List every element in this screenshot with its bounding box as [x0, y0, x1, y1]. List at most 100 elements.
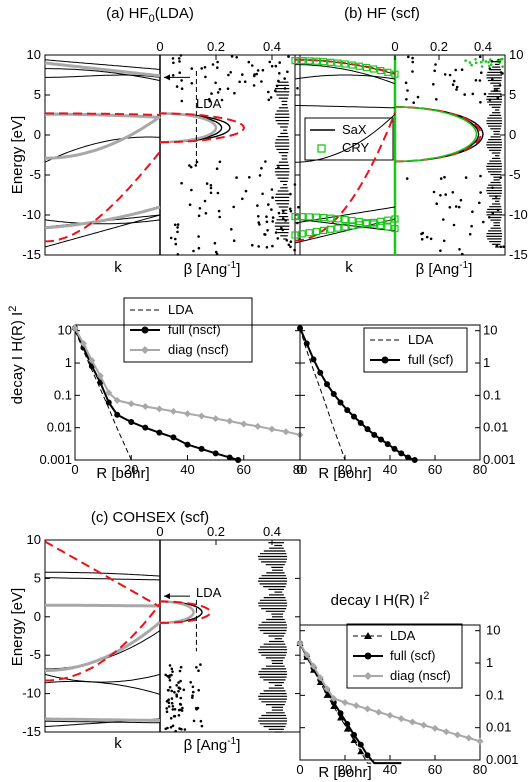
decay-point-a	[142, 424, 149, 431]
decay-point-c	[296, 640, 304, 648]
complex-dot-c	[168, 674, 172, 677]
band-gray-c	[44, 621, 161, 673]
complex-dot-b	[463, 93, 467, 96]
decay-ytick-label-c: 0.001	[486, 752, 519, 767]
cry-point-b	[291, 213, 299, 221]
ytick-label-r-b: 5	[509, 87, 516, 102]
decay-point-c	[386, 711, 394, 719]
k-label-a: k	[114, 259, 122, 276]
complex-dot-a	[197, 214, 201, 218]
complex-dot-a	[269, 96, 273, 99]
complex-dot-c	[177, 714, 181, 717]
band-line-c	[44, 720, 161, 724]
cry-point-b	[327, 214, 335, 222]
band-line-a	[45, 74, 161, 78]
complex-dot-a	[232, 205, 235, 209]
complex-dot-b	[480, 65, 484, 68]
complex-dot-a	[214, 81, 217, 85]
decay-point-c	[352, 702, 360, 710]
complex-dot-a	[203, 199, 207, 203]
band-frame-a	[44, 54, 301, 256]
complex-dot-a	[189, 165, 193, 169]
complex-dot-c	[179, 696, 183, 700]
decay-xtick-label-c: 40	[383, 762, 397, 777]
complex-loop-b	[394, 106, 484, 163]
complex-dot-b	[474, 61, 478, 65]
complex-dot-b	[479, 174, 482, 178]
decay-point-c	[375, 708, 383, 716]
decay-point-c	[344, 720, 351, 727]
decay-xtick-label-c: 20	[338, 762, 352, 777]
decay-point-b	[317, 369, 324, 376]
complex-dot-a	[270, 188, 274, 191]
ytick-label-c: 5	[34, 570, 41, 585]
complex-dot-a	[289, 192, 292, 196]
decay-point-c	[330, 699, 337, 706]
complex-dot-c	[164, 727, 168, 731]
beta-tick-label-b: 0.2	[430, 39, 448, 54]
complex-dot-a	[235, 176, 238, 179]
band-gray-a	[45, 115, 161, 160]
complex-dot-a	[188, 164, 191, 167]
complex-dot-a	[180, 99, 184, 103]
decay-point-c	[316, 674, 324, 682]
cry-point-b	[384, 68, 392, 76]
complex-dot-a	[209, 186, 213, 190]
complex-dot-a	[216, 66, 219, 69]
complex-dot-a	[235, 56, 238, 59]
complex-dot-a	[210, 92, 213, 95]
complex-dot-a	[172, 61, 175, 65]
complex-dot-a	[230, 55, 234, 58]
complex-dot-a	[174, 242, 178, 246]
decay-point-c	[465, 734, 473, 742]
complex-dot-a	[241, 197, 244, 201]
complex-dot-c	[165, 707, 168, 710]
complex-dot-b	[439, 249, 442, 252]
complex-dot-b	[442, 218, 445, 221]
complex-dot-c	[180, 727, 183, 731]
complex-dot-c	[179, 665, 183, 669]
cry-point-b	[327, 225, 335, 233]
complex-dot-b	[435, 202, 439, 205]
complex-dot-a	[250, 64, 254, 67]
decay-ytick-label-r-b: 0.01	[483, 420, 508, 435]
complex-dot-a	[200, 67, 203, 70]
decay-point-c	[341, 699, 349, 707]
decay-point-c	[310, 662, 317, 670]
complex-dot-b	[478, 79, 482, 82]
complex-dot-a	[176, 223, 180, 226]
complex-dot-a	[266, 229, 269, 232]
complex-dot-b	[405, 177, 409, 180]
complex-dot-a	[171, 57, 175, 60]
decay-axis-label-c: decay I H(R) I2	[331, 590, 430, 609]
legend-c-decay: LDA full (scf) diag (nscf)	[346, 623, 463, 689]
decay-ytick-label-r-b: 0.1	[483, 387, 501, 402]
decay-xtick-label-b: 80	[473, 462, 487, 477]
complex-dot-c	[171, 708, 175, 711]
complex-dot-a	[251, 243, 254, 247]
decay-line-b	[299, 327, 346, 461]
decay-ytick-label-c: 1	[486, 655, 493, 670]
complex-dot-c	[168, 686, 172, 689]
beta-tick-label-c: 0	[156, 524, 163, 539]
decay-ytick-label-r-b: 0.001	[483, 452, 516, 467]
complex-dot-a	[247, 60, 251, 64]
complex-dot-b	[484, 60, 488, 63]
cry-point-b	[341, 216, 349, 224]
decay-xtick-label-b: 20	[338, 462, 352, 477]
complex-dot-a	[270, 208, 273, 211]
complex-dot-b	[442, 239, 446, 243]
decay-xtick-label-c: 0	[296, 762, 303, 777]
complex-dot-c	[180, 709, 184, 712]
decay-ytick-label-a: 0.01	[47, 420, 72, 435]
ytick-label-a: 0	[34, 127, 41, 142]
band-line-b	[295, 64, 396, 85]
decay-ytick-label-r-b: 1	[483, 355, 490, 370]
decay-point-b	[303, 340, 310, 347]
complex-dot-b	[459, 198, 463, 202]
cry-point-b	[312, 57, 321, 65]
band-line-a	[45, 68, 161, 82]
band-line-a	[44, 219, 161, 225]
complex-dot-c	[170, 689, 173, 693]
ytick-label-c: -10	[22, 686, 41, 701]
